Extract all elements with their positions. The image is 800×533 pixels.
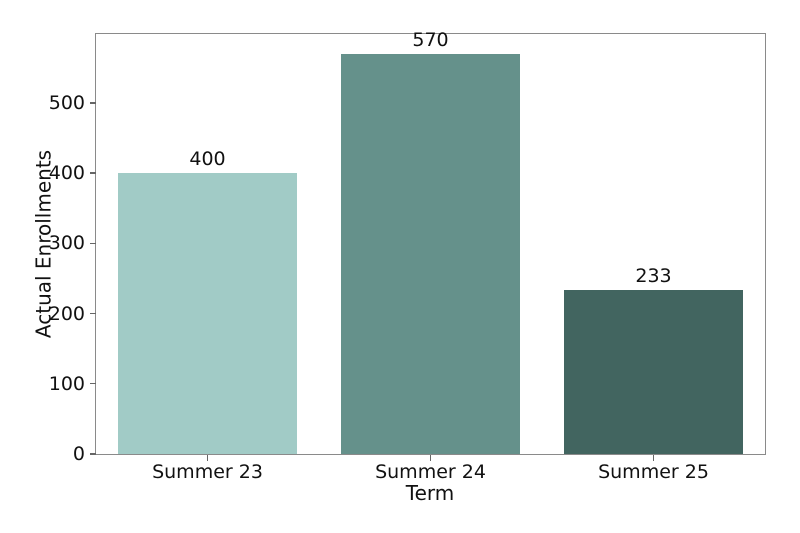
y-tick-label: 300 bbox=[48, 232, 85, 255]
x-axis-title: Term bbox=[405, 481, 455, 505]
y-tick-mark bbox=[90, 172, 96, 174]
bar-value-label: 400 bbox=[189, 148, 226, 171]
bar-summer-25 bbox=[564, 290, 743, 454]
y-tick-label: 500 bbox=[48, 91, 85, 114]
bar-summer-23 bbox=[118, 173, 297, 454]
y-tick-label: 100 bbox=[48, 372, 85, 395]
y-tick-label: 0 bbox=[72, 443, 85, 465]
y-tick-label: 200 bbox=[48, 302, 85, 325]
x-tick-mark bbox=[652, 455, 655, 461]
x-tick-mark bbox=[206, 455, 209, 461]
y-tick-mark bbox=[90, 312, 96, 315]
x-tick-label-summer-24: Summer 24 bbox=[375, 461, 486, 483]
y-tick-mark bbox=[90, 383, 96, 385]
plot-area: 0 100 200 300 400 500 400 Summer 23 570 Summer 24… bbox=[49, 29, 766, 483]
bar-value-label: 570 bbox=[412, 28, 449, 51]
bar-summer-24 bbox=[341, 53, 520, 454]
x-tick-label-summer-23: Summer 23 bbox=[152, 461, 263, 483]
x-tick-mark bbox=[429, 455, 432, 461]
y-tick-mark bbox=[90, 453, 96, 455]
y-tick-mark bbox=[90, 102, 96, 104]
y-tick-label: 400 bbox=[48, 162, 85, 185]
bar-value-label: 233 bbox=[635, 265, 672, 288]
y-tick-mark bbox=[90, 242, 96, 244]
x-tick-label-summer-25: Summer 25 bbox=[598, 461, 709, 483]
